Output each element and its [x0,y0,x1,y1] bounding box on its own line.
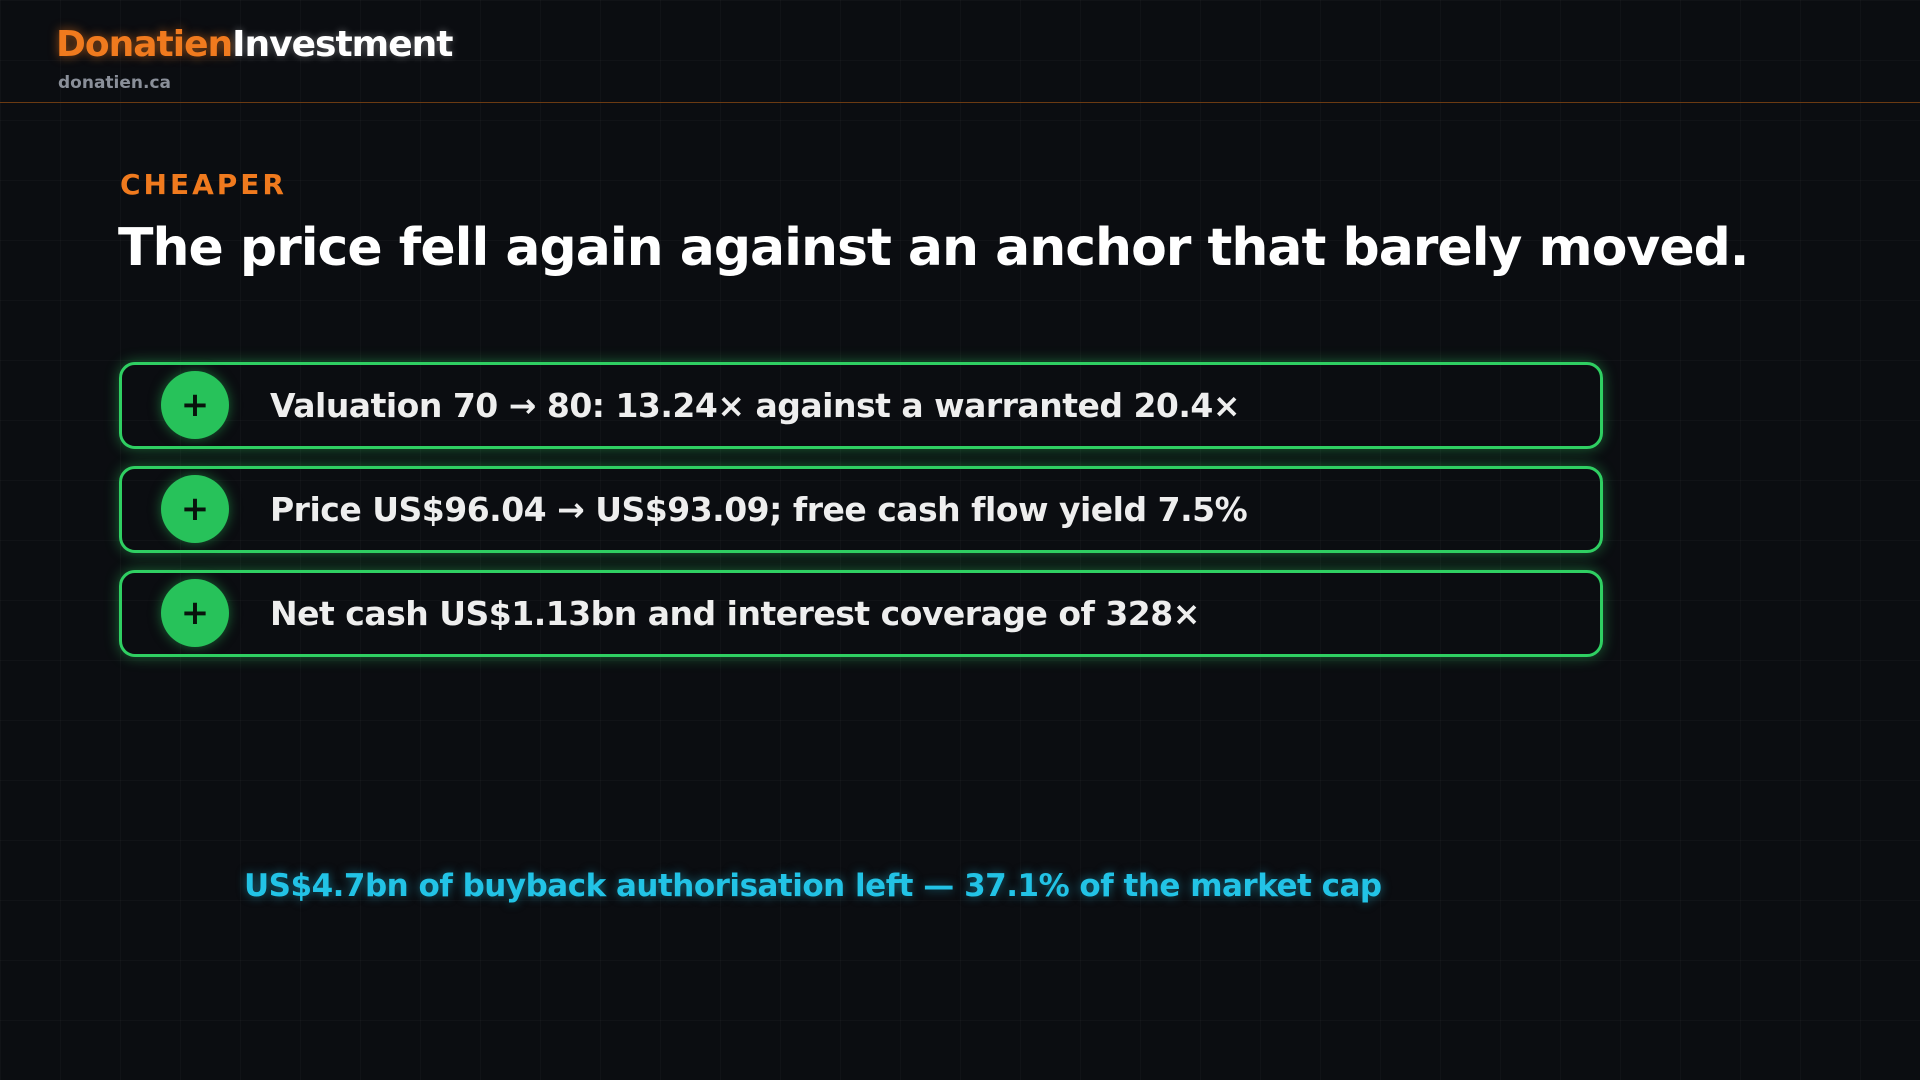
item-text: Net cash US$1.13bn and interest coverage… [270,594,1200,633]
plus-icon: + [161,475,229,543]
header: DonatienInvestment donatien.ca [0,0,1920,103]
eyebrow: CHEAPER [120,168,287,201]
plus-icon: + [161,579,229,647]
brand-first: Donatien [56,24,233,65]
title: The price fell again against an anchor t… [118,218,1750,278]
item-text: Valuation 70 → 80: 13.24× against a warr… [270,386,1241,425]
item-card: + Valuation 70 → 80: 13.24× against a wa… [119,362,1603,449]
plus-icon: + [161,371,229,439]
item-card: + Price US$96.04 → US$93.09; free cash f… [119,466,1603,553]
item-card: + Net cash US$1.13bn and interest covera… [119,570,1603,657]
brand: DonatienInvestment [56,24,453,65]
note: US$4.7bn of buyback authorisation left —… [244,868,1382,904]
brand-second: Investment [232,24,453,65]
item-text: Price US$96.04 → US$93.09; free cash flo… [270,490,1248,529]
site: donatien.ca [58,73,172,93]
